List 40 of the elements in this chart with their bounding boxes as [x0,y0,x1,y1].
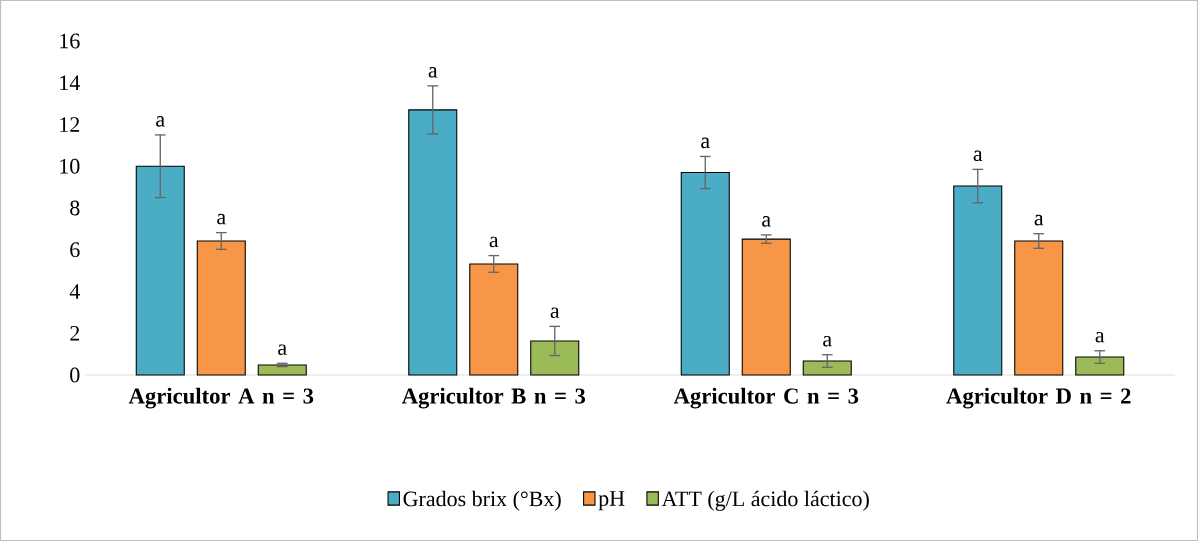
data-label: a [550,307,560,319]
bar [802,360,852,376]
data-label: a [1034,214,1044,226]
y-tick-label: 16 [60,33,80,49]
data-label: a [489,236,499,248]
data-label: a [1095,331,1105,343]
data-label: a [973,150,983,162]
bar [741,238,791,376]
data-label: a [823,335,832,347]
bar [1014,240,1064,376]
y-tick-label: 2 [70,325,80,341]
bar [257,364,307,376]
bar [953,185,1003,376]
y-tick-label: 4 [69,284,80,299]
data-label: a [701,137,710,149]
y-tick-label: 14 [60,75,80,90]
bar [469,263,519,376]
y-tick-label: 6 [70,242,80,258]
x-tick-label: Agricultor B n = 3 [401,387,586,409]
legend-label: Grados brix (°Bx) [403,490,561,511]
bar [680,171,730,376]
legend-label: pH [598,491,625,511]
y-tick-label: 12 [60,117,80,132]
bar [530,340,580,376]
data-label: a [156,116,165,127]
y-tick-label: 10 [60,158,80,174]
bar [408,109,458,376]
bar [135,165,185,376]
x-tick-label: Agricultor A n = 3 [128,387,314,409]
bar [196,240,246,376]
data-label: a [762,216,771,227]
y-tick-label: 8 [70,200,80,216]
x-tick-label: Agricultor D n = 2 [946,387,1131,409]
y-tick-label: 0 [70,367,80,383]
data-label: a [278,344,287,356]
bar [1075,356,1125,376]
data-label: a [217,213,226,225]
legend-label: ATT (g/L ácido láctico) [661,490,869,511]
data-label: a [428,67,438,78]
x-tick-label: Agricultor C n = 3 [673,387,859,409]
